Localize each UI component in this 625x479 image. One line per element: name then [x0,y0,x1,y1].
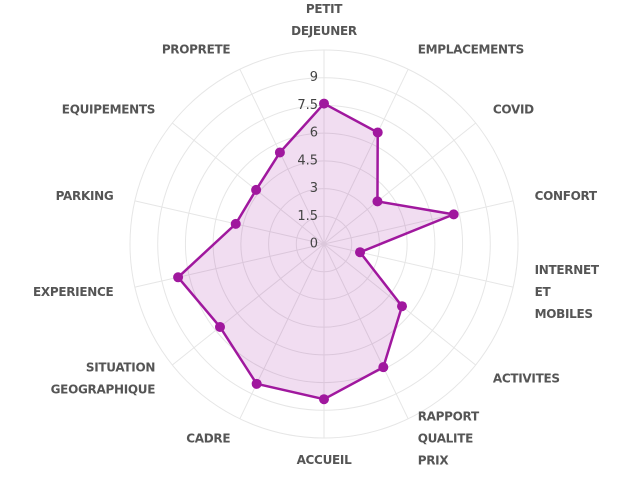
category-label-line: DEJEUNER [291,24,357,38]
category-label-line: ACTIVITES [493,371,560,385]
spoke [172,243,325,366]
tick-label: 7.5 [297,98,318,113]
data-point [274,147,285,158]
category-label: INTERNET ET MOBILES [535,263,600,321]
category-label: EQUIPEMENTS [62,102,155,116]
category-label-line: CONFORT [535,188,598,202]
tick-label: 4.5 [297,153,318,168]
tick-label: 3 [310,181,318,196]
category-label: EMPLACEMENTS [418,42,524,56]
tick-label: 0 [310,237,318,252]
data-point [230,218,241,229]
category-label: PARKING [56,188,114,202]
category-label: CADRE [186,431,230,445]
category-label-line: PRIX [418,453,450,467]
data-point [173,272,184,283]
category-label-line: SITUATION [86,360,155,374]
category-label-line: PROPRETE [162,42,231,56]
tick-label: 9 [310,70,318,85]
data-point [448,209,459,220]
data-point [251,378,262,389]
data-point [319,98,329,109]
category-label: ACCUEIL [297,453,353,467]
category-label-line: GEOGRAPHIQUE [51,382,156,396]
tick-label: 6 [310,126,318,141]
spoke [134,200,325,245]
data-point [372,196,383,207]
category-label-line: ET [535,285,552,299]
category-label-line: MOBILES [535,307,593,321]
data-point [372,127,383,138]
category-label: COVID [493,102,534,116]
spoke [323,68,409,245]
category-label: RAPPORT QUALITE PRIX [418,409,480,467]
category-label: ACTIVITES [493,371,560,385]
category-label: SITUATION GEOGRAPHIQUE [51,360,156,396]
data-point [214,321,225,332]
category-label-line: CADRE [186,431,230,445]
data-point [355,247,366,258]
spoke [239,243,325,420]
data-point [378,362,389,373]
spoke [134,243,325,288]
spoke [323,122,476,245]
category-label-line: QUALITE [418,431,473,445]
category-label-line: RAPPORT [418,409,480,423]
data-point [251,184,262,195]
data-point [397,301,408,312]
data-point [319,394,329,405]
category-label-line: EQUIPEMENTS [62,102,155,116]
category-label-line: EXPERIENCE [33,285,113,299]
category-label-line: ACCUEIL [297,453,353,467]
category-label: PETIT DEJEUNER [291,2,357,38]
category-label-line: INTERNET [535,263,600,277]
category-label: CONFORT [535,188,598,202]
spoke [323,200,514,245]
tick-label: 1.5 [297,209,318,224]
category-label-line: PETIT [306,2,343,16]
category-label-line: EMPLACEMENTS [418,42,524,56]
category-label: EXPERIENCE [33,285,113,299]
category-label: PROPRETE [162,42,231,56]
category-label-line: COVID [493,102,534,116]
spoke [172,122,325,245]
spoke [323,243,409,420]
category-label-line: PARKING [56,188,114,202]
